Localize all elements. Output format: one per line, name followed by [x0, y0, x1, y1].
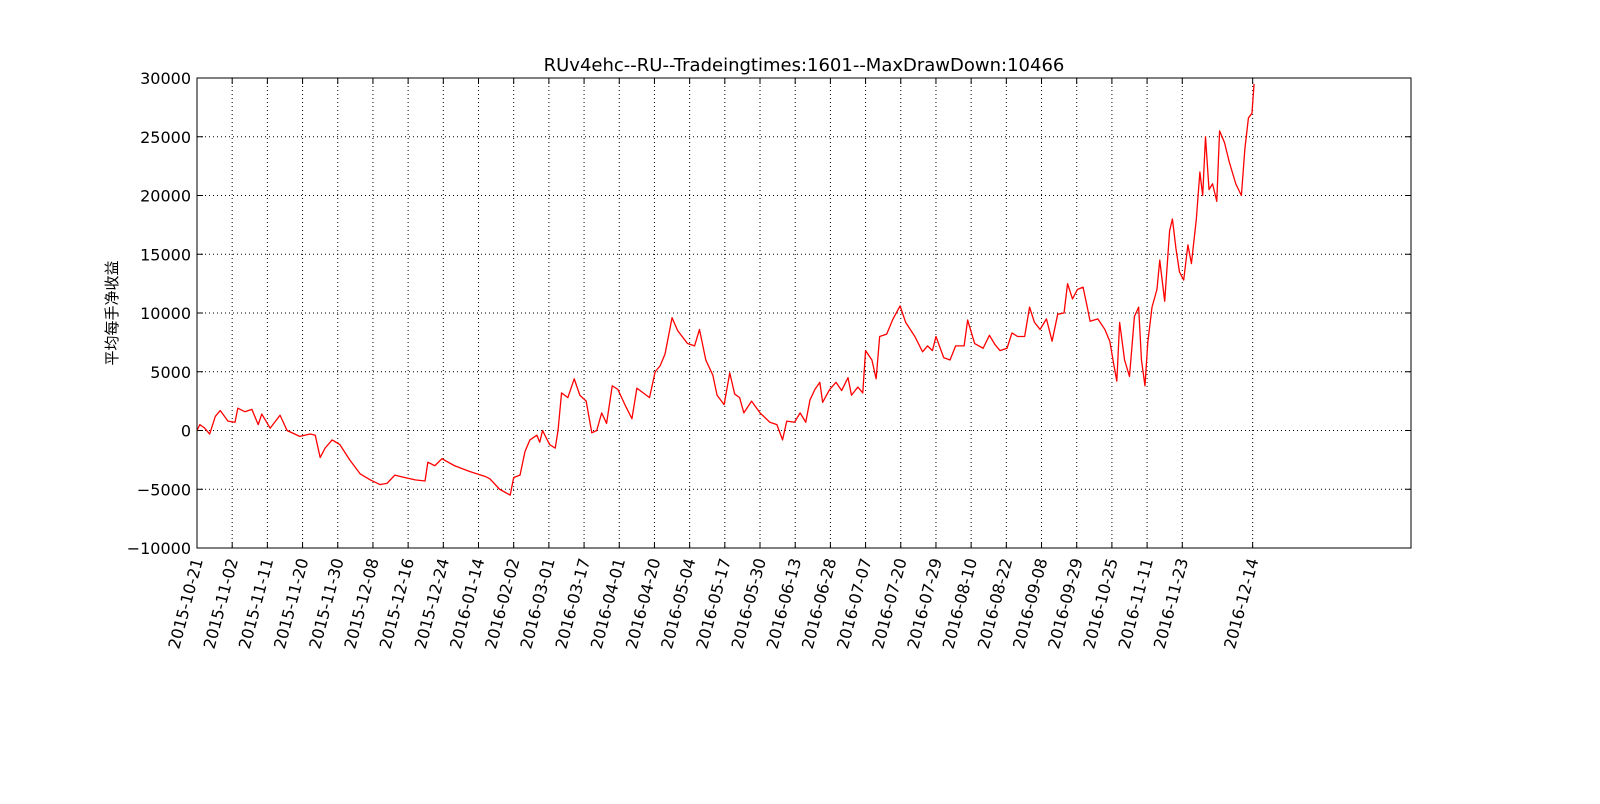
data-line	[196, 83, 1255, 496]
y-axis-label: 平均每手净收益	[103, 260, 121, 365]
y-tick-label: 15000	[140, 245, 191, 264]
y-tick-label: 0	[181, 422, 191, 441]
y-tick-label: 10000	[140, 304, 191, 323]
y-tick-label: 20000	[140, 187, 191, 206]
y-tick-label: 25000	[140, 128, 191, 147]
y-tick-label: 30000	[140, 69, 191, 88]
chart-title: RUv4ehc--RU--Tradeingtimes:1601--MaxDraw…	[544, 55, 1065, 76]
y-tick-label: −10000	[127, 539, 191, 558]
y-tick-label: −5000	[137, 480, 191, 499]
plot-frame	[196, 77, 1412, 549]
y-tick-label: 5000	[150, 363, 191, 382]
